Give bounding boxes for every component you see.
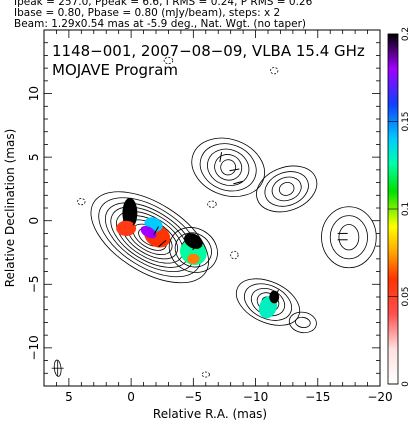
contour-5-2 <box>321 206 377 269</box>
evpa-tick-2 <box>153 226 159 236</box>
header-stats-line: Ipeak = 257.0, Ppeak = 6.6, I RMS = 0.24… <box>14 0 313 8</box>
axes: 5 0 −5 −10 −15 −20 10 5 0 −5 −10 <box>27 29 393 404</box>
polarization-blob-4 <box>116 220 137 236</box>
negative-contour-2 <box>207 200 217 208</box>
x-tick-label: 5 <box>65 390 73 404</box>
x-tick-label: −5 <box>184 390 202 404</box>
contour-0-8 <box>90 191 209 284</box>
contour-4-4 <box>235 278 301 326</box>
x-tick-label: −15 <box>305 390 330 404</box>
contour-5-0 <box>338 224 360 251</box>
map-title: 1148−001, 2007−08−09, VLBA 15.4 GHz <box>52 42 365 60</box>
contour-5-1 <box>329 215 368 260</box>
contour-2-0 <box>220 159 237 176</box>
program-label: MOJAVE Program <box>52 61 178 79</box>
header-base-line: Ibase = 0.80, Pbase = 0.80 (mJy/beam), s… <box>14 7 281 19</box>
y-tick-label: 10 <box>27 86 41 101</box>
evpa-tick-0 <box>129 202 133 214</box>
y-tick-label: 0 <box>27 217 41 225</box>
colorbar-tick-label: 0.05 <box>401 286 410 306</box>
contour-3-2 <box>264 171 309 207</box>
contour-1-3 <box>168 227 218 273</box>
negative-contour-5 <box>201 371 210 378</box>
colorbar-ticks: 0 0.05 0.1 0.15 0.2 <box>388 27 410 387</box>
negative-contour-4 <box>230 250 239 260</box>
x-tick-label: 0 <box>127 390 135 404</box>
plot-frame <box>43 29 381 387</box>
evpa-tick-1 <box>132 215 138 226</box>
negative-contour-3 <box>77 198 86 206</box>
contour-1-2 <box>174 232 212 268</box>
evpa-tick-3 <box>158 240 167 248</box>
contour-3-1 <box>271 176 302 202</box>
contour-6-1 <box>288 311 317 334</box>
colorbar-tick-label: 0.15 <box>401 111 410 131</box>
evpa-tick-4 <box>192 241 200 251</box>
negative-contour-0 <box>163 56 174 65</box>
colorbar-tick-label: 0 <box>401 381 410 387</box>
contour-6-0 <box>295 316 311 329</box>
polarization-blob-7 <box>140 225 157 239</box>
contour-2-3 <box>199 143 257 192</box>
header-beam-line: Beam: 1.29x0.54 mas at -5.9 deg., Nat. W… <box>14 18 307 30</box>
x-tick-label: −20 <box>367 390 392 404</box>
contour-3-3 <box>256 165 318 213</box>
contour-0-7 <box>98 197 202 278</box>
x-tick-label: −10 <box>243 390 268 404</box>
evpa-tick-6 <box>229 168 240 172</box>
polarization-blob-5 <box>184 233 203 249</box>
polarization-blob-8 <box>187 253 200 264</box>
x-axis-label: Relative R.A. (mas) <box>153 407 267 421</box>
evpa-tick-8 <box>274 289 279 300</box>
evpa-layer <box>129 152 348 300</box>
contour-0-4 <box>116 210 184 264</box>
contour-2-4 <box>191 137 265 197</box>
contour-2-2 <box>206 148 250 186</box>
colorbar-tick-label: 0.2 <box>401 27 410 41</box>
contour-2-1 <box>214 154 243 181</box>
colorbar-tick-label: 0.1 <box>401 202 410 216</box>
y-tick-label: −5 <box>27 275 41 293</box>
negative-contour-layer <box>77 56 279 378</box>
polarization-layer <box>116 197 280 319</box>
evpa-tick-5 <box>219 152 223 163</box>
y-tick-label: 5 <box>27 153 41 161</box>
evpa-tick-7 <box>233 180 244 185</box>
negative-contour-1 <box>270 67 279 75</box>
y-tick-label: −10 <box>27 335 41 360</box>
y-axis-label: Relative Declination (mas) <box>3 129 17 288</box>
contour-4-3 <box>243 283 293 321</box>
beam-ellipse <box>51 359 64 377</box>
contour-3-0 <box>278 182 295 196</box>
